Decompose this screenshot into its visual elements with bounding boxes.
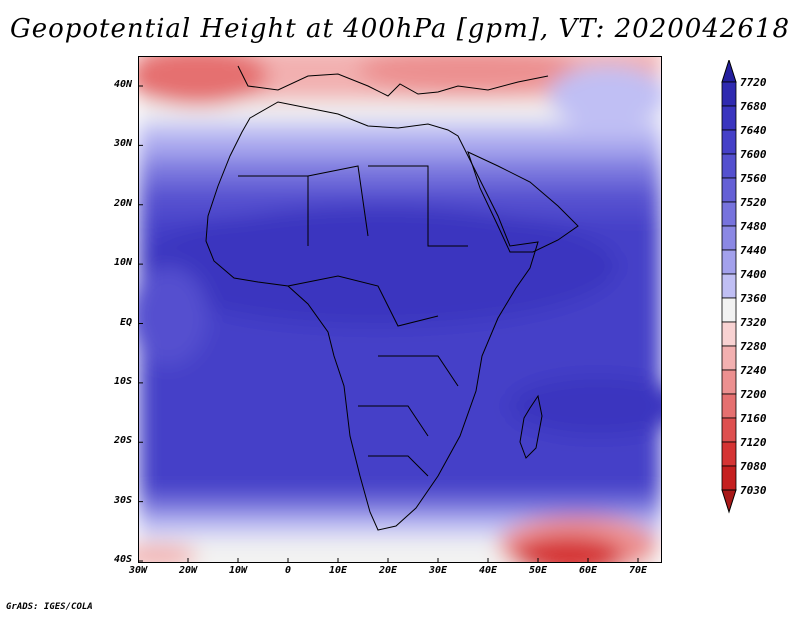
colorbar-label: 7400 — [740, 268, 767, 281]
colorbar-segment — [721, 225, 737, 251]
colorbar-segment — [721, 273, 737, 299]
colorbar-top-arrow — [721, 60, 737, 83]
lat-label-40n: 40N — [113, 79, 132, 90]
colorbar-label: 7080 — [740, 460, 767, 473]
colorbar-segment — [721, 249, 737, 275]
lat-label-30s: 30S — [113, 494, 132, 506]
colorbar-label: 7360 — [740, 292, 767, 305]
colorbar-label: 7600 — [740, 148, 767, 161]
colorbar-segment — [721, 81, 737, 107]
colorbar-label: 7240 — [740, 364, 767, 377]
colorbar-label: 7560 — [740, 172, 767, 185]
colorbar-segment — [721, 297, 737, 323]
lon-label-60e: 60E — [578, 565, 598, 576]
colorbar-label: 7640 — [740, 124, 767, 137]
colorbar-segment — [721, 105, 737, 131]
colorbar-label: 7030 — [740, 484, 767, 497]
lon-label-70e: 70E — [628, 565, 648, 576]
lat-label-30n: 30N — [113, 138, 132, 150]
height-field — [138, 56, 662, 563]
grads-credit: GrADS: IGES/COLA — [6, 602, 93, 612]
lon-label-50e: 50E — [528, 565, 548, 576]
lat-label-20s: 20S — [113, 435, 132, 447]
colorbar-segment — [721, 153, 737, 179]
lon-label-10e: 10E — [328, 565, 348, 576]
colorbar-segment — [721, 369, 737, 395]
africa-coastline — [205, 101, 539, 531]
europe-coastline — [237, 65, 549, 97]
colorbar: 7720 7680 7640 7600 7560 7520 7480 7440 7400 7360… — [721, 60, 767, 514]
colorbar-segment — [721, 465, 737, 491]
lon-label-30e: 30E — [428, 565, 448, 576]
colorbar-segment — [721, 417, 737, 443]
colorbar-label: 7480 — [740, 220, 767, 233]
colorbar-segment — [721, 177, 737, 203]
colorbar-label: 7720 — [740, 76, 767, 89]
colorbar-segment — [721, 321, 737, 347]
colorbar-bottom-arrow — [721, 489, 737, 514]
colorbar-label: 7440 — [740, 244, 767, 257]
colorbar-label: 7160 — [740, 412, 767, 425]
colorbar-label: 7200 — [740, 388, 767, 401]
lat-label-40s: 40S — [113, 554, 132, 565]
colorbar-label: 7280 — [740, 340, 767, 353]
madagascar-coastline — [519, 394, 543, 459]
colorbar-label: 7520 — [740, 196, 767, 209]
country-borders — [238, 165, 468, 477]
colorbar-segment — [721, 441, 737, 467]
colorbar-segment — [721, 345, 737, 371]
colorbar-segment — [721, 129, 737, 155]
lon-label-20w: 20W — [178, 565, 198, 576]
lon-label-10w: 10W — [228, 565, 248, 576]
arabia-coastline — [467, 151, 579, 253]
height-map — [138, 56, 662, 563]
colorbar-label: 7120 — [740, 436, 767, 449]
lon-label-20e: 20E — [378, 565, 398, 576]
lon-label-30w: 30W — [128, 565, 148, 576]
lon-label-0: 0 — [284, 565, 292, 576]
lat-label-10s: 10S — [113, 375, 132, 387]
lon-label-40e: 40E — [478, 565, 498, 576]
colorbar-label: 7320 — [740, 316, 767, 329]
coastlines — [205, 65, 579, 531]
colorbar-segment — [721, 201, 737, 227]
colorbar-label: 7680 — [740, 100, 767, 113]
map-title: Geopotential Height at 400hPa [gpm], VT:… — [9, 14, 791, 44]
lat-label-eq: EQ — [119, 316, 132, 328]
lat-label-20n: 20N — [113, 197, 132, 209]
lat-label-10n: 10N — [113, 257, 132, 269]
colorbar-segment — [721, 393, 737, 419]
